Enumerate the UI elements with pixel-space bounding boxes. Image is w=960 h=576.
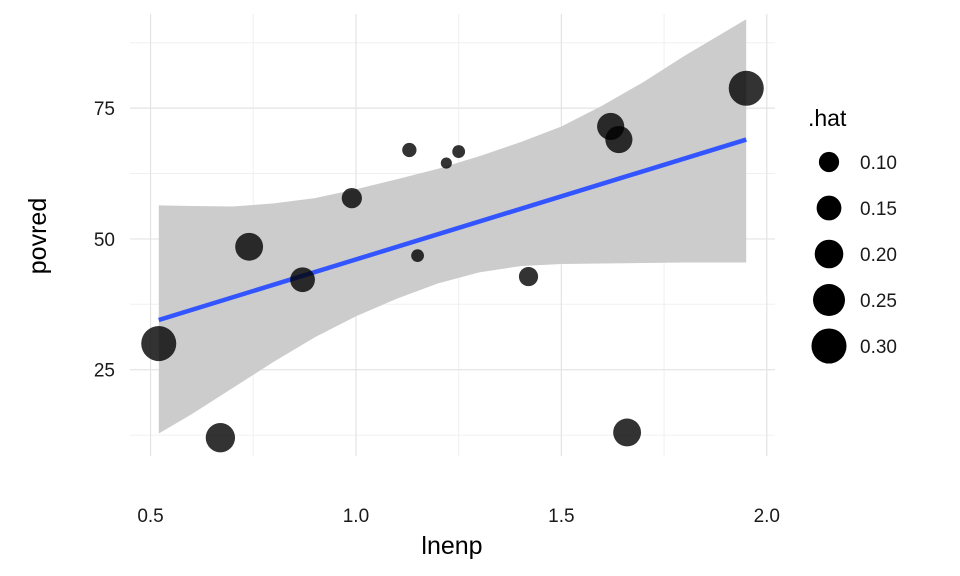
x-axis-title: lnenp	[421, 532, 482, 560]
legend-items: 0.10 0.15 0.20 0.25 0.30	[811, 151, 897, 364]
legend-label: 0.10	[860, 153, 897, 174]
data-point	[290, 267, 315, 293]
y-axis-title: povred	[24, 198, 52, 274]
legend-label: 0.25	[860, 291, 897, 312]
legend-label: 0.30	[860, 337, 897, 358]
data-point	[518, 266, 539, 287]
legend-label: 0.15	[860, 199, 897, 220]
x-tick-label: 0.5	[137, 506, 163, 527]
data-point	[141, 326, 177, 362]
x-axis-ticks: 0.5 1.0 1.5 2.0	[137, 506, 780, 527]
legend-label: 0.20	[860, 245, 897, 266]
data-point	[728, 70, 764, 106]
fit-line	[158, 137, 747, 323]
x-tick-label: 1.5	[548, 506, 574, 527]
regression-line	[158, 137, 747, 323]
legend-title: .hat	[808, 105, 847, 131]
legend-key-dot	[814, 239, 844, 269]
y-tick-label: 25	[94, 361, 115, 382]
data-point	[452, 145, 466, 158]
data-point	[205, 423, 236, 453]
data-point	[411, 249, 424, 263]
data-point	[605, 125, 633, 154]
legend-key-dot	[813, 284, 845, 316]
legend-key-dot	[811, 328, 847, 364]
data-point	[235, 232, 264, 261]
confidence-band-area	[158, 19, 747, 434]
data-point	[341, 188, 362, 209]
y-tick-label: 50	[94, 230, 115, 251]
legend-key-dot	[818, 151, 840, 173]
data-point	[613, 418, 642, 447]
data-point	[440, 157, 452, 169]
data-point	[402, 142, 417, 158]
x-tick-label: 1.0	[343, 506, 369, 527]
legend: .hat 0.10 0.15 0.20 0.25 0.30	[808, 105, 897, 364]
x-tick-label: 2.0	[754, 506, 780, 527]
y-tick-label: 75	[94, 99, 115, 120]
data-points	[141, 70, 764, 453]
legend-key-dot	[816, 195, 842, 221]
y-axis-ticks: 25 50 75	[94, 99, 115, 382]
confidence-band	[158, 19, 747, 434]
